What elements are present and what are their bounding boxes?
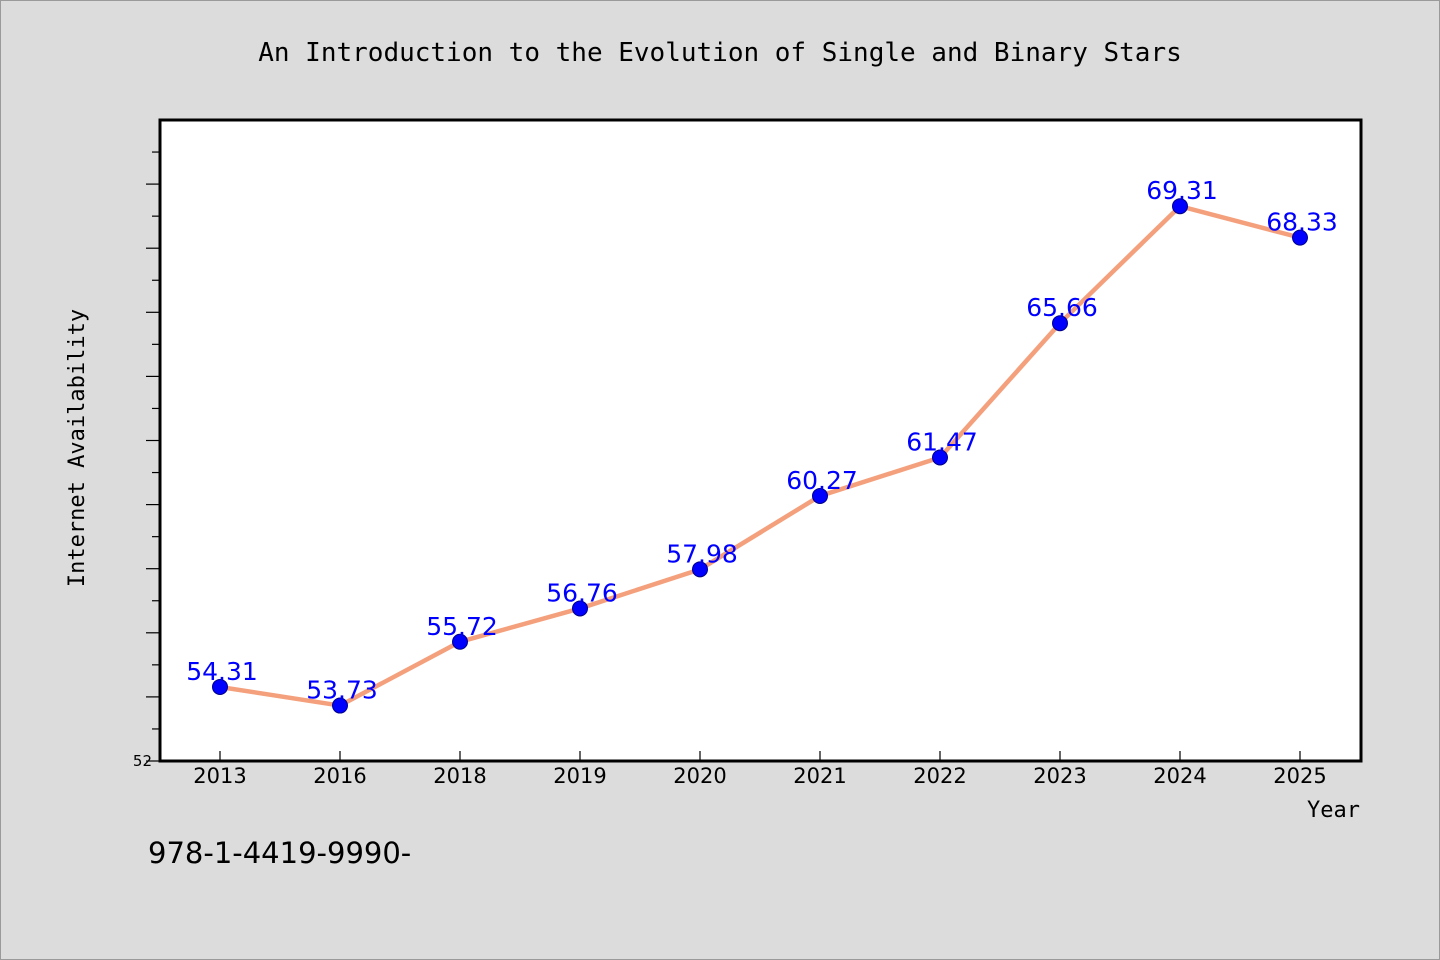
x-tick-label: 2024 [1153,764,1206,788]
data-point [1052,315,1068,332]
data-label: 60.27 [786,466,858,495]
data-markers [212,198,1308,714]
y-tick-label: 52 [133,752,152,770]
data-label: 55.72 [426,612,498,641]
data-labels: 54.31 53.73 55.72 56.76 57.98 60.27 61.47 65.66… [186,176,1338,704]
data-point [1292,229,1308,246]
y-axis-ticks: 52 [133,151,160,770]
x-tick-label: 2019 [553,764,606,788]
data-point [572,600,588,617]
data-point [692,561,708,578]
x-tick-label: 2023 [1033,764,1086,788]
data-point [332,697,348,714]
data-label: 54.31 [186,657,258,686]
x-axis-label: Year [1307,798,1360,823]
plot-area [158,118,1363,763]
data-point [812,487,828,504]
chart-title: An Introduction to the Evolution of Sing… [258,38,1182,68]
data-label: 69.31 [1146,176,1218,205]
data-label: 65.66 [1026,293,1098,322]
x-tick-label: 2025 [1273,764,1326,788]
data-point [1172,198,1188,215]
x-tick-label: 2020 [673,764,726,788]
data-point [932,449,948,466]
x-tick-label: 2016 [313,764,366,788]
x-axis-ticks: 2013 2016 2018 2019 2020 2021 2022 2023 2024 2025 [193,751,1327,788]
x-tick-label: 2013 [193,764,246,788]
data-label: 57.98 [666,539,738,568]
data-point [212,678,228,695]
data-label: 61.47 [906,427,978,456]
data-label: 53.73 [306,676,378,705]
y-axis-label: Internet Availability [65,309,90,587]
x-tick-label: 2022 [913,764,966,788]
data-label: 56.76 [546,578,618,607]
isbn-text: 978-1-4419-9990- [148,836,411,870]
data-label: 68.33 [1266,208,1338,237]
series-line [217,203,1303,708]
x-tick-label: 2021 [793,764,846,788]
x-tick-label: 2018 [433,764,486,788]
data-point [452,633,468,650]
